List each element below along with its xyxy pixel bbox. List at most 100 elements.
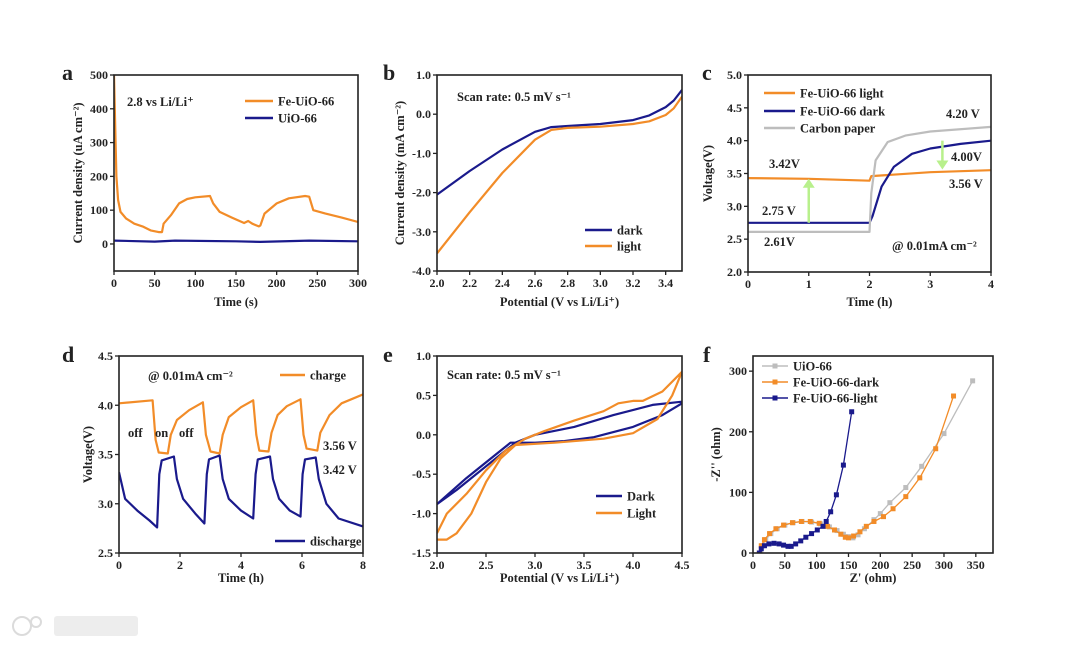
data-point	[820, 523, 826, 529]
x-tick-label: 2.0	[430, 276, 445, 290]
annotation: Scan rate: 0.5 mV s⁻¹	[457, 90, 571, 104]
y-tick-label: 0.5	[416, 388, 431, 402]
x-tick-label: 300	[349, 276, 367, 290]
plot-frame	[752, 355, 994, 554]
panel-e: e Dark Light 2.0 2.5 3.0 3.5 4.0 4.5 -1.5 -1.0 -0.5…	[383, 342, 690, 585]
data-point	[766, 541, 772, 547]
x-tick-label: 3.2	[626, 276, 641, 290]
data-point	[758, 546, 764, 552]
legend-label: Fe-UiO-66 dark	[800, 105, 885, 119]
legend-label: charge	[310, 369, 347, 383]
y-tick-label: 200	[729, 425, 747, 439]
data-point	[941, 431, 947, 437]
y-tick-label: -4.0	[412, 264, 431, 278]
y-tick-label: 3.0	[98, 497, 113, 511]
data-point	[877, 511, 883, 517]
y-tick-label: -2.0	[412, 186, 431, 200]
data-point	[773, 526, 779, 532]
arrow-head-icon	[936, 160, 949, 170]
data-point	[849, 409, 855, 415]
series-line-dark	[437, 400, 682, 505]
legend-label: discharge	[310, 535, 362, 549]
data-point	[840, 531, 846, 537]
y-tick-label: 300	[729, 364, 747, 378]
data-point	[789, 520, 795, 526]
data-point	[809, 531, 815, 537]
data-point	[814, 527, 820, 533]
legend-label: Fe-UiO-66-dark	[793, 376, 879, 390]
data-point	[781, 522, 787, 528]
x-axis-title: Time (h)	[847, 295, 893, 309]
y-tick-label: -1.5	[412, 546, 431, 560]
annotation: @ 0.01mA cm⁻²	[892, 239, 977, 253]
legend-label: Fe-UiO-66-light	[793, 392, 879, 406]
x-tick-label: 3.4	[658, 276, 673, 290]
data-point	[857, 529, 863, 535]
y-tick-label: 2.0	[727, 265, 742, 279]
annotation: Scan rate: 0.5 mV s⁻¹	[447, 368, 561, 382]
y-tick-label: 2.5	[727, 232, 742, 246]
data-point	[756, 550, 762, 553]
y-tick-label: 0.0	[416, 107, 431, 121]
y-tick-label: 1.0	[416, 68, 431, 82]
data-point	[903, 485, 909, 491]
x-tick-label: 50	[779, 558, 791, 572]
y-tick-label: 1.0	[416, 349, 431, 363]
panel-c: c Fe-UiO-66 light Fe-UiO-66 dark Carbon pap…	[701, 60, 994, 309]
x-tick-label: 200	[268, 276, 286, 290]
data-point	[803, 534, 809, 540]
data-point	[845, 535, 851, 541]
data-point	[890, 506, 896, 512]
panel-label: f	[703, 342, 711, 367]
x-tick-label: 2.8	[560, 276, 575, 290]
x-tick-label: 200	[871, 558, 889, 572]
legend-marker	[772, 395, 778, 401]
y-tick-label: 5.0	[727, 68, 742, 82]
x-tick-label: 4	[238, 558, 244, 572]
data-point	[970, 378, 976, 384]
x-tick-label: 2.4	[495, 276, 510, 290]
annotation: on	[155, 426, 168, 440]
watermark-logo	[12, 616, 138, 636]
y-tick-label: 0	[102, 237, 108, 251]
panel-b: b dark light 2.0 2.2 2.4 2.6 2.8 3.0 3.2 3.4 -4.0 -3…	[383, 60, 683, 309]
data-point	[903, 494, 909, 500]
data-point	[863, 523, 869, 529]
series-line-fe-uio-66-light	[748, 169, 991, 182]
series-line-fe-uio-66-dark	[758, 395, 955, 553]
data-point	[842, 534, 848, 540]
legend-marker	[772, 379, 778, 385]
plot-frame	[436, 74, 683, 272]
x-tick-label: 0	[116, 558, 122, 572]
x-tick-label: 4.0	[626, 558, 641, 572]
x-tick-label: 300	[935, 558, 953, 572]
panel-label: c	[702, 60, 712, 85]
legend-label: UiO-66	[793, 360, 832, 374]
annotation: 2.75 V	[762, 204, 796, 218]
legend-marker	[772, 363, 778, 369]
data-point	[798, 518, 804, 524]
x-tick-label: 3	[927, 277, 933, 291]
legend-label: dark	[617, 224, 643, 238]
y-tick-label: 4.5	[98, 349, 113, 363]
x-tick-label: 2.2	[462, 276, 477, 290]
plot-frame	[436, 355, 683, 554]
y-tick-label: 3.0	[727, 199, 742, 213]
y-tick-label: 2.5	[98, 546, 113, 560]
data-point	[781, 542, 787, 548]
x-tick-label: 100	[808, 558, 826, 572]
y-tick-label: 200	[90, 169, 108, 183]
x-axis-title: Time (h)	[218, 571, 264, 585]
x-tick-label: 2.6	[528, 276, 543, 290]
data-point	[917, 475, 923, 481]
y-tick-label: 3.5	[98, 448, 113, 462]
series-line-carbon-paper	[748, 125, 991, 233]
data-point	[758, 543, 764, 549]
data-point	[851, 533, 857, 539]
y-tick-label: 0	[741, 546, 747, 560]
data-point	[798, 538, 804, 544]
data-point	[767, 531, 773, 537]
y-axis-title: -Z'' (ohm)	[709, 427, 723, 482]
data-point	[785, 543, 791, 549]
data-point	[887, 500, 893, 506]
